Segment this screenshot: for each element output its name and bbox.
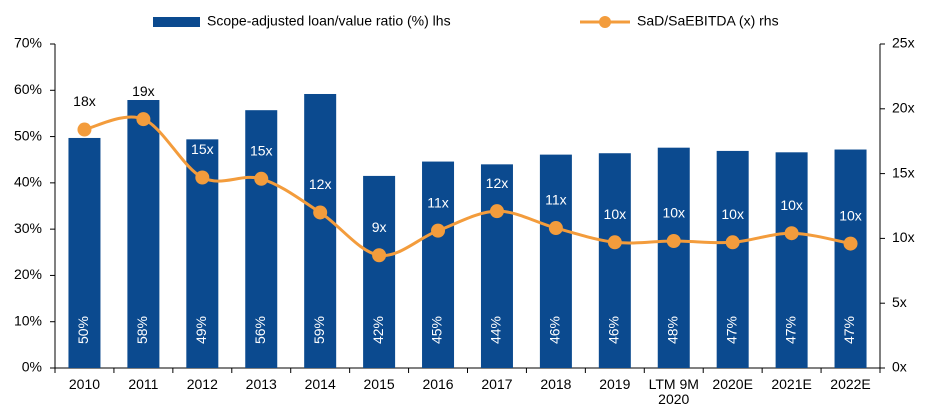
x-tick-label: 2013 bbox=[245, 376, 277, 392]
bar-value-label: 45% bbox=[429, 316, 445, 344]
bar-value-label: 59% bbox=[311, 316, 327, 344]
bar-value-label: 47% bbox=[782, 316, 798, 344]
line-marker bbox=[784, 226, 799, 241]
y-tick-label: 20% bbox=[14, 266, 42, 282]
bar bbox=[127, 100, 160, 369]
line-value-label: 10x bbox=[839, 207, 862, 223]
line-marker bbox=[195, 170, 210, 185]
bar-value-label: 46% bbox=[547, 316, 563, 344]
x-tick-label: 2011 bbox=[128, 376, 159, 392]
x-tick-label: 2017 bbox=[481, 376, 513, 392]
line-marker bbox=[77, 122, 92, 137]
bar bbox=[598, 153, 631, 368]
y2-tick-label: 15x bbox=[892, 164, 915, 180]
y-tick-label: 70% bbox=[14, 35, 42, 51]
bar bbox=[68, 137, 101, 368]
bar bbox=[480, 164, 513, 368]
line-value-label: 11x bbox=[545, 192, 567, 208]
bar bbox=[716, 150, 749, 368]
bar bbox=[245, 110, 278, 368]
y2-tick-label: 0x bbox=[892, 359, 907, 375]
x-tick-label: 2010 bbox=[68, 376, 101, 392]
line-marker bbox=[254, 171, 269, 186]
y2-tick-label: 10x bbox=[892, 229, 915, 245]
line-value-label: 12x bbox=[309, 176, 332, 192]
bar bbox=[775, 152, 808, 368]
y-tick-label: 0% bbox=[22, 359, 42, 375]
y2-tick-label: 20x bbox=[892, 100, 915, 116]
y-tick-label: 40% bbox=[14, 174, 42, 190]
y-tick-label: 10% bbox=[14, 312, 42, 328]
line-value-label: 15x bbox=[191, 141, 214, 157]
line-value-label: 11x bbox=[427, 194, 449, 210]
bar bbox=[304, 93, 337, 368]
bar bbox=[834, 149, 867, 368]
line-value-label: 10x bbox=[662, 205, 685, 221]
line-marker bbox=[666, 233, 681, 248]
bar-value-label: 47% bbox=[723, 316, 739, 344]
x-tick-label: LTM 9M 2020 bbox=[648, 376, 699, 407]
y2-tick-label: 25x bbox=[892, 35, 915, 51]
x-tick-label: 2016 bbox=[422, 376, 454, 392]
line-marker bbox=[548, 221, 563, 236]
x-tick-label: 2018 bbox=[540, 376, 572, 392]
line-value-label: 18x bbox=[73, 93, 96, 109]
bar bbox=[363, 175, 396, 368]
bar-value-label: 46% bbox=[606, 316, 622, 344]
legend-swatch bbox=[153, 17, 200, 27]
line-marker bbox=[843, 236, 858, 251]
bar-value-label: 47% bbox=[841, 316, 857, 344]
y-tick-label: 50% bbox=[14, 127, 42, 143]
line-marker bbox=[725, 235, 740, 250]
bar-value-label: 50% bbox=[75, 316, 91, 344]
bar-value-label: 58% bbox=[134, 316, 150, 344]
x-tick-label: 2015 bbox=[363, 376, 395, 392]
x-tick-label: 2012 bbox=[186, 376, 218, 392]
line-value-label: 15x bbox=[250, 142, 273, 158]
bar bbox=[422, 161, 455, 368]
bar-value-label: 44% bbox=[488, 316, 504, 344]
bar-value-label: 56% bbox=[252, 316, 268, 344]
line-value-label: 12x bbox=[486, 175, 509, 191]
y-tick-label: 30% bbox=[14, 220, 42, 236]
legend-label: SaD/SaEBITDA (x) rhs bbox=[637, 13, 779, 29]
line-value-label: 10x bbox=[721, 206, 744, 222]
x-tick-label: 2021E bbox=[771, 376, 812, 392]
bar-value-label: 48% bbox=[664, 316, 680, 344]
bar bbox=[539, 154, 572, 368]
legend-marker bbox=[599, 16, 611, 28]
line-value-label: 9x bbox=[372, 219, 387, 235]
x-tick-label: 2020E bbox=[712, 376, 753, 392]
y2-tick-label: 5x bbox=[892, 294, 907, 310]
legend-label: Scope-adjusted loan/value ratio (%) lhs bbox=[207, 13, 451, 29]
bar-value-label: 49% bbox=[193, 316, 209, 344]
y-tick-label: 60% bbox=[14, 81, 42, 97]
line-marker bbox=[489, 204, 504, 219]
bar bbox=[657, 147, 690, 368]
x-tick-label: 2014 bbox=[304, 376, 336, 392]
line-value-label: 10x bbox=[604, 206, 627, 222]
x-tick-label: 2019 bbox=[599, 376, 631, 392]
line-marker bbox=[431, 223, 446, 238]
bar-value-label: 42% bbox=[370, 316, 386, 344]
line-marker bbox=[607, 235, 622, 250]
line-marker bbox=[313, 205, 328, 220]
line-marker bbox=[372, 248, 387, 263]
x-tick-label: 2022E bbox=[830, 376, 871, 392]
line-value-label: 10x bbox=[780, 197, 803, 213]
line-value-label: 19x bbox=[132, 83, 155, 99]
line-marker bbox=[136, 112, 151, 127]
